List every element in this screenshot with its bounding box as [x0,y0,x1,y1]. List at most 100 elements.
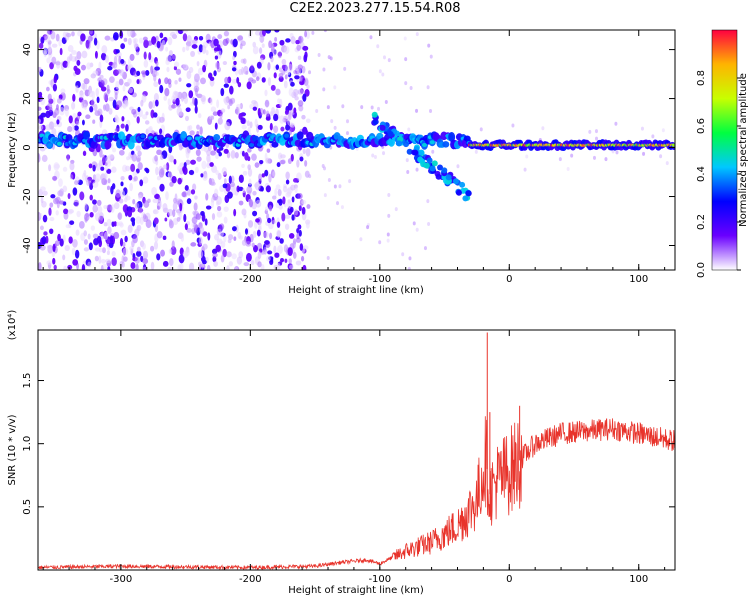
heatmap-cell [64,245,70,251]
heatmap-cell [88,163,93,169]
heatmap-cell [289,122,295,128]
heatmap-cell [41,235,47,245]
heatmap-cell [38,66,42,73]
heatmap-cell [285,124,290,131]
heatmap-cell [523,167,527,172]
heatmap-cell [119,237,124,247]
colorbar-label: Normalized spectral amplitude [738,73,749,227]
heatmap-cell [111,61,118,69]
heatmap-cell [304,79,309,86]
heatmap-cell [67,44,74,53]
heatmap-cell [40,196,44,204]
snr-x-axis-label: Height of straight line (km) [288,585,424,596]
heatmap-cell [47,143,53,148]
heatmap-cell [202,173,208,181]
heatmap-cell [273,125,279,133]
heatmap-cell [94,247,101,252]
heatmap-cell [330,119,334,124]
heatmap-cell [295,237,301,243]
spectrogram-y-tick-label: -40 [22,237,33,253]
heatmap-cell [323,30,327,33]
heatmap-cell [136,70,141,76]
heatmap-cell [278,67,283,73]
heatmap-cell [126,156,130,161]
heatmap-cell [341,104,345,109]
heatmap-cell [229,85,234,95]
spectrogram-y-tick-label: 20 [22,92,33,105]
heatmap-cell [137,106,141,112]
heatmap-cell [116,100,123,108]
heatmap-cell [240,117,246,125]
heatmap-cell [235,106,239,115]
heatmap-cell [165,46,169,52]
heatmap-cell [300,255,305,262]
heatmap-cell [56,119,60,125]
heatmap-cell [429,109,433,114]
heatmap-cell [194,73,200,83]
heatmap-cell [192,183,197,191]
heatmap-cell [220,108,226,113]
heatmap-cell [264,169,269,177]
heatmap-cell [276,221,281,228]
heatmap-cell [71,31,75,37]
heatmap-cell [231,79,238,84]
heatmap-cell [66,56,71,65]
heatmap-cell [205,205,212,210]
heatmap-cell [264,240,270,245]
heatmap-cell [271,195,277,200]
heatmap-cell [459,181,466,188]
heatmap-cell [104,140,112,150]
heatmap-cell [141,242,146,250]
heatmap-cell [249,143,255,148]
heatmap-cell [77,111,82,117]
heatmap-cell [151,36,157,45]
heatmap-cell [277,245,283,255]
heatmap-cell [376,44,380,49]
heatmap-cell [198,35,204,41]
heatmap-cell [142,266,147,270]
heatmap-cell [93,237,99,246]
heatmap-cell [192,210,197,216]
heatmap-cell [175,68,182,75]
heatmap-cell [71,50,77,56]
heatmap-cell [232,226,237,232]
heatmap-cell [159,183,165,192]
heatmap-cell [281,58,287,66]
heatmap-cell [265,30,272,34]
heatmap-cell [59,188,64,197]
heatmap-cell [251,242,255,248]
heatmap-cell [382,55,386,60]
heatmap-cell [360,105,364,110]
heatmap-cell [75,229,80,236]
heatmap-cell [594,129,598,134]
heatmap-cell [604,157,608,162]
heatmap-cell [96,199,102,206]
heatmap-cell [83,247,89,252]
heatmap-cell [592,155,596,160]
heatmap-cell [296,131,304,140]
heatmap-cell [299,76,303,82]
heatmap-cell [264,89,268,97]
heatmap-cell [98,159,103,167]
colorbar [711,29,738,271]
heatmap-cell [56,104,59,111]
heatmap-cell [104,258,111,264]
heatmap-cell [140,70,147,75]
heatmap-cell [180,235,185,242]
heatmap-cell [297,64,303,70]
heatmap-cell [251,79,257,84]
heatmap-cell [299,156,304,162]
heatmap-cell [239,43,243,50]
heatmap-cell [200,210,205,216]
heatmap-cell [254,220,258,229]
heatmap-cell [455,189,462,196]
heatmap-cell [423,246,427,251]
heatmap-cell [39,213,43,219]
heatmap-cell [278,198,283,206]
heatmap-cell [122,247,129,256]
heatmap-cell [279,238,284,244]
heatmap-cell [90,98,95,108]
heatmap-cell [215,200,220,206]
spectrogram-y-tick-label: 40 [22,43,33,56]
heatmap-cell [52,110,56,117]
